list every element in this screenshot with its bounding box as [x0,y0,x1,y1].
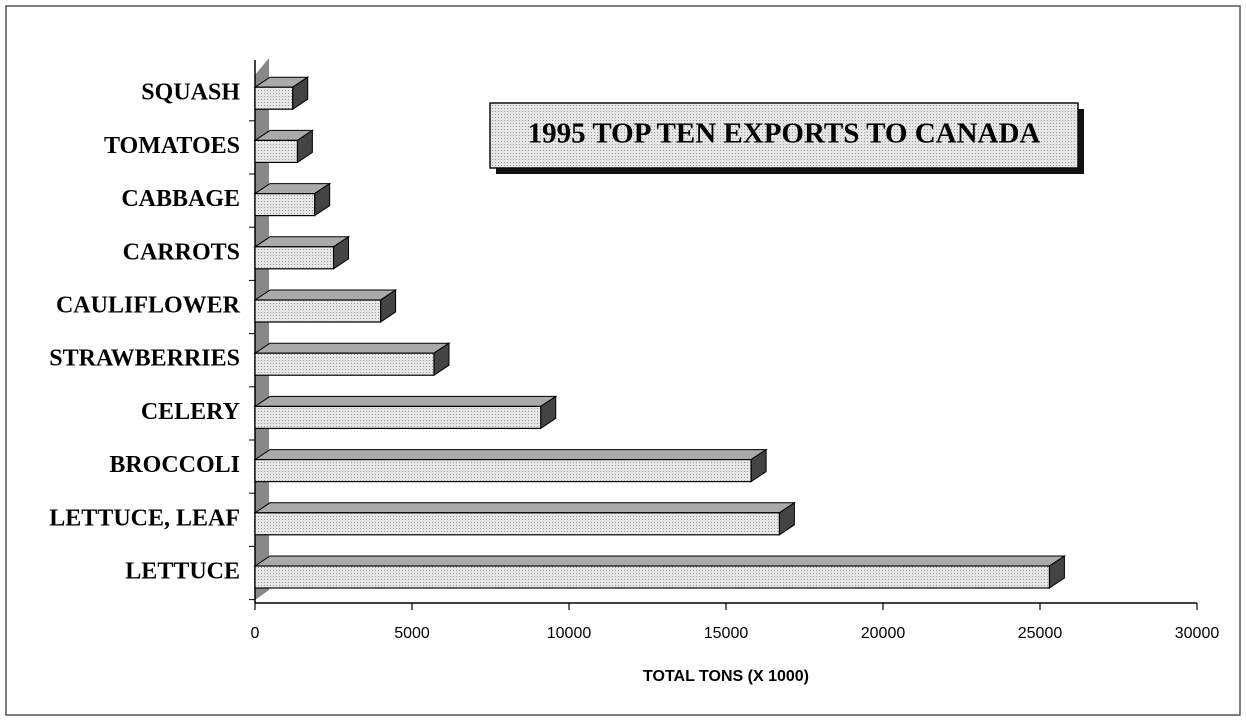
x-tick-label: 25000 [1018,625,1063,642]
bar [254,86,294,110]
bar [254,565,1051,589]
y-tick-label: TOMATOES [104,133,240,159]
y-tick-label: LETTUCE [125,559,240,585]
y-tick-label: CARROTS [123,239,240,265]
x-tick-label: 20000 [861,625,906,642]
x-tick-label: 5000 [394,625,430,642]
y-tick-label: BROCCOLI [109,452,240,478]
bar-top [253,236,351,248]
bar [254,459,752,483]
title-box [489,102,1079,169]
bar [254,352,435,376]
x-tick-label: 15000 [704,625,749,642]
bar-top [253,342,451,354]
x-tick-label: 10000 [547,625,592,642]
y-tick-label: CELERY [141,399,240,425]
y-tick-label: CAULIFLOWER [56,293,241,319]
bar-top [253,289,398,301]
frame [5,5,1241,716]
x-tick-label: 30000 [1175,625,1220,642]
bar [254,299,382,323]
bar [254,512,780,536]
bar-top [253,449,768,461]
bar [254,246,335,270]
y-tick-label: CABBAGE [121,186,240,212]
bar [254,193,316,217]
bar [254,405,542,429]
y-tick-label: LETTUCE, LEAF [49,505,240,531]
bar [254,139,298,163]
chart-title: 1995 TOP TEN EXPORTS TO CANADA [528,118,1041,150]
bar-top [253,395,558,407]
x-tick-label: 0 [251,625,260,642]
bar-top [253,555,1067,567]
y-tick-label: SQUASH [141,80,240,106]
x-axis-label: TOTAL TONS (X 1000) [643,668,809,685]
y-tick-label: STRAWBERRIES [49,346,240,372]
bar-top [253,502,797,514]
